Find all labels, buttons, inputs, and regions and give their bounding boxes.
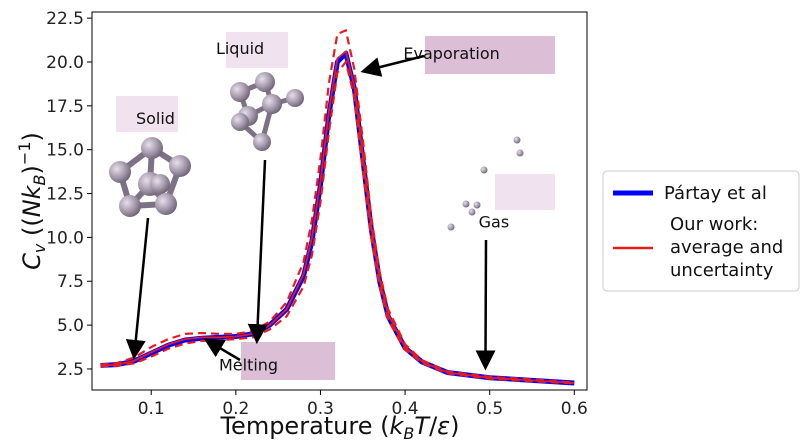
- x-tick-label: 0.3: [307, 399, 334, 419]
- annotation-arrow-melting: [203, 338, 241, 362]
- legend-label-partay: Pártay et al: [664, 183, 767, 204]
- legend: Pártay et al Our work: average and uncer…: [602, 170, 800, 292]
- series-line-our-work-lower: [100, 59, 575, 385]
- y-tick-label: 5.0: [57, 316, 84, 336]
- legend-frame: [602, 170, 800, 292]
- x-tick-label: 0.4: [392, 399, 419, 419]
- series-line-our-work-mean: [100, 49, 575, 384]
- y-axis-label: Cv ((NkB)−1): [15, 132, 49, 270]
- annotation-arrow-liquid: [247, 159, 268, 345]
- annotation-label-gas: Gas: [479, 213, 510, 232]
- annotation-box-liquid: [226, 32, 288, 68]
- x-tick-label: 0.2: [222, 399, 249, 419]
- y-tick-label: 7.5: [57, 272, 84, 292]
- annotation-label-solid: Solid: [136, 109, 175, 128]
- annotation-label-liquid: Liquid: [216, 39, 264, 58]
- x-tick-label: 0.1: [138, 399, 165, 419]
- y-tick-label: 22.5: [46, 9, 84, 29]
- annotation-arrow-evaporation: [360, 54, 425, 77]
- y-tick-label: 20.0: [46, 53, 84, 73]
- annotation-arrow-gas: [475, 239, 496, 371]
- y-tick-label: 10.0: [46, 228, 84, 248]
- y-axis-ticks: 2.5 5.0 7.5 10.0 12.5 15.0 17.5 20.0 22.5: [46, 9, 92, 380]
- solid-cluster-image: [109, 137, 191, 217]
- y-tick-label: 15.0: [46, 141, 84, 161]
- annotation-box-melting: [241, 342, 335, 380]
- annotation-boxes: [116, 32, 555, 380]
- y-tick-label: 17.5: [46, 97, 84, 117]
- legend-label-our-work-line3: uncertainty: [670, 260, 774, 281]
- annotation-box-gas: [495, 174, 555, 210]
- x-axis-ticks: 0.1 0.2 0.3 0.4 0.5 0.6: [138, 390, 588, 419]
- annotation-box-solid: [116, 96, 178, 132]
- plot-frame: [91, 11, 588, 391]
- y-tick-label: 12.5: [46, 185, 84, 205]
- x-axis-label: Temperature (kBT/ε): [219, 412, 459, 440]
- legend-label-our-work-line1: Our work:: [670, 214, 758, 235]
- annotation-box-evaporation: [425, 36, 555, 74]
- y-tick-label: 2.5: [57, 360, 84, 380]
- gas-cluster-image: [447, 136, 524, 231]
- liquid-cluster-image: [230, 72, 304, 151]
- annotation-arrow-solid: [125, 217, 150, 360]
- series-line-our-work-upper: [100, 28, 575, 384]
- annotation-layer: Solid Liquid Evaporation Gas Melting: [125, 39, 510, 375]
- legend-label-our-work-line2: average and: [670, 237, 783, 258]
- x-tick-label: 0.5: [476, 399, 503, 419]
- x-tick-label: 0.6: [561, 399, 588, 419]
- annotation-label-melting: Melting: [219, 356, 278, 375]
- annotation-label-evaporation: Evaporation: [403, 44, 499, 63]
- series-layer: [100, 28, 575, 386]
